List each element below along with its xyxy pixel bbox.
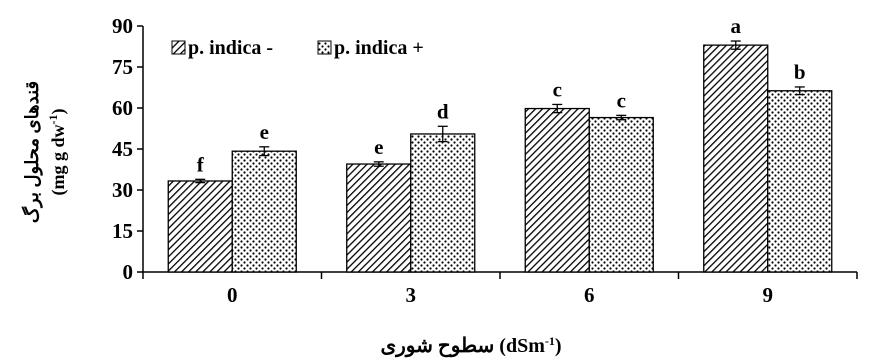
y-tick-label: 75 <box>112 55 133 79</box>
legend: p. indica - p. indica + <box>171 37 424 59</box>
plot-area: 0 15 30 45 60 75 90 0 f e 3 e d 6 c c 9 a b <box>112 14 858 307</box>
bar-minus-9 <box>703 44 769 273</box>
y-tick-label: 90 <box>112 14 133 38</box>
y-axis-label-line2: (mg g dw-1) <box>46 109 69 196</box>
significance-letter: b <box>794 60 806 84</box>
bar-minus-6 <box>524 107 590 273</box>
x-tick-label: 3 <box>406 283 417 307</box>
significance-letter: a <box>731 14 742 38</box>
bar-plus-6 <box>588 116 654 273</box>
y-tick-label: 60 <box>112 96 133 120</box>
significance-letter: e <box>374 135 383 159</box>
y-tick-label: 15 <box>112 219 133 243</box>
significance-letter: c <box>617 88 626 112</box>
x-tick-label: 6 <box>584 283 595 307</box>
significance-letter: d <box>437 99 449 123</box>
bar-plus-0 <box>231 150 297 273</box>
legend-swatch-minus <box>171 40 186 55</box>
y-tick-label: 30 <box>112 178 133 202</box>
bar-minus-3 <box>346 163 412 273</box>
significance-letter: c <box>553 77 562 101</box>
legend-label-plus: p. indica + <box>334 37 424 59</box>
x-axis-label: سطوح شوری (dSm-1) <box>380 334 561 358</box>
bar-plus-9 <box>767 90 833 273</box>
bar-minus-0 <box>167 180 233 273</box>
y-axis-label-line1: قندهای محلول برگ <box>21 81 43 223</box>
significance-letter: e <box>260 120 269 144</box>
bar-plus-3 <box>410 133 476 273</box>
y-tick-label: 0 <box>123 260 134 284</box>
x-tick-label: 0 <box>227 283 238 307</box>
y-tick-label: 45 <box>112 137 133 161</box>
legend-swatch-plus <box>317 40 332 55</box>
legend-label-minus: p. indica - <box>188 37 273 59</box>
significance-letter: f <box>197 152 205 176</box>
x-tick-label: 9 <box>763 283 774 307</box>
